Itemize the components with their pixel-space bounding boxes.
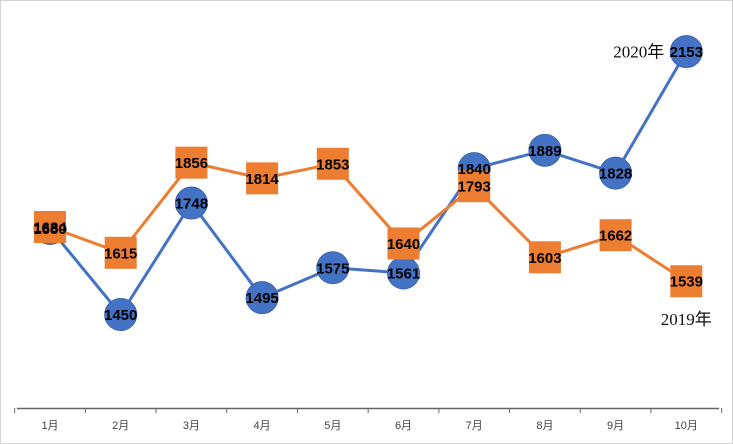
data-label: 1450	[104, 307, 137, 324]
point-marker	[104, 236, 137, 269]
point-marker	[528, 241, 561, 274]
series-name-labels: 2020年 2019年	[613, 43, 712, 330]
data-label: 1662	[599, 228, 632, 245]
data-label: 1748	[175, 196, 208, 213]
point-marker	[316, 147, 349, 180]
x-tick-label: 8月	[536, 420, 553, 432]
x-axis-ticks	[14, 408, 723, 413]
point-marker	[245, 281, 279, 315]
x-tick-label: 7月	[466, 420, 483, 432]
x-tick-label: 6月	[395, 420, 412, 432]
data-label: 1853	[316, 156, 349, 173]
data-label: 1495	[245, 290, 278, 307]
data-label: 1640	[387, 236, 420, 253]
point-marker	[670, 265, 703, 298]
series-name-label: 2019年	[661, 310, 712, 329]
point-marker	[316, 251, 350, 285]
data-label: 2153	[670, 44, 703, 61]
x-tick-label: 5月	[324, 420, 341, 432]
point-marker	[528, 133, 562, 167]
data-label: 1814	[245, 171, 279, 188]
x-tick-label: 2月	[112, 420, 129, 432]
data-label: 1539	[670, 274, 703, 291]
data-label: 1615	[104, 245, 137, 262]
data-label: 1793	[458, 179, 491, 196]
point-marker	[246, 162, 279, 195]
point-marker	[387, 227, 420, 260]
series-lines	[48, 50, 688, 316]
point-marker	[669, 35, 703, 69]
point-marker	[175, 146, 208, 179]
series-name-label: 2020年	[613, 43, 664, 62]
data-label: 1856	[175, 155, 208, 172]
x-tick-label: 1月	[41, 420, 58, 432]
data-label: 1575	[316, 260, 349, 277]
data-label: 1680	[33, 221, 66, 238]
x-axis-labels: 1月 2月 3月 4月 5月 6月 7月 8月 9月 10月	[41, 420, 697, 432]
point-marker	[174, 186, 208, 220]
data-labels: 1680 1450 1748 1495 1575 1561 1840 1889 1828 2153…	[33, 44, 703, 324]
data-label: 1561	[387, 265, 420, 282]
point-marker	[458, 170, 491, 203]
data-label: 1603	[528, 250, 561, 267]
data-label: 1889	[528, 143, 561, 160]
data-label: 1684	[33, 219, 67, 236]
series-line-2	[49, 161, 688, 283]
point-marker	[104, 298, 138, 331]
data-label: 1828	[599, 166, 632, 183]
point-marker	[599, 156, 633, 190]
x-tick-label: 3月	[183, 420, 200, 432]
x-tick-label: 4月	[254, 420, 271, 432]
series-line-1	[48, 50, 688, 316]
x-tick-label: 10月	[675, 420, 698, 432]
x-tick-label: 9月	[607, 420, 624, 432]
point-marker	[34, 210, 66, 243]
data-label: 1840	[458, 161, 491, 178]
series-markers	[33, 35, 703, 331]
point-marker	[599, 219, 632, 252]
